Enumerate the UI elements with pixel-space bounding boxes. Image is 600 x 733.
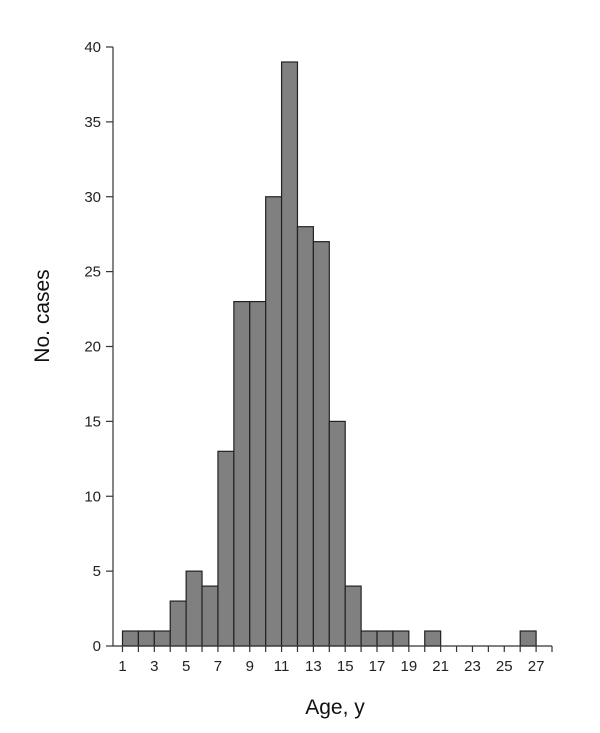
bar-age-1 <box>121 630 140 647</box>
x-tick-label: 25 <box>496 658 513 675</box>
y-tick-label: 10 <box>84 488 101 505</box>
bar-age-14 <box>328 420 346 647</box>
x-tick-label: 15 <box>337 658 354 675</box>
x-tick-label: 1 <box>118 658 126 675</box>
y-tick-label: 0 <box>93 638 101 655</box>
x-tick-label: 11 <box>274 658 290 675</box>
bar-age-10 <box>265 196 283 647</box>
bar-age-17 <box>376 630 394 647</box>
y-tick-label: 15 <box>84 413 101 430</box>
x-tick-label: 5 <box>182 658 190 675</box>
bar-age-3 <box>153 630 171 647</box>
bar-age-4 <box>169 600 187 647</box>
bar-age-20 <box>424 630 442 647</box>
x-tick-label: 21 <box>432 658 449 675</box>
x-axis-title: Age, y <box>305 696 365 719</box>
x-tick-label: 7 <box>214 658 222 675</box>
bar-age-2 <box>137 630 155 647</box>
bar-age-9 <box>249 300 267 647</box>
bar-age-16 <box>360 630 378 647</box>
x-tick-label: 9 <box>246 658 254 675</box>
y-tick-label: 35 <box>84 114 101 131</box>
x-tick-label: 17 <box>369 658 386 675</box>
x-tick-label: 3 <box>150 658 158 675</box>
y-tick-label: 30 <box>84 189 101 206</box>
y-tick-label: 40 <box>84 39 101 56</box>
x-tick-label: 27 <box>528 658 545 675</box>
bar-age-6 <box>201 585 219 647</box>
bars-group <box>121 61 537 647</box>
bar-age-11 <box>280 61 299 647</box>
y-tick-label: 5 <box>93 563 101 580</box>
y-axis-title: No. cases <box>31 269 54 362</box>
bar-age-5 <box>185 570 203 647</box>
x-tick-label: 13 <box>305 658 322 675</box>
bar-age-12 <box>296 226 314 647</box>
bar-age-7 <box>217 450 235 647</box>
x-tick-label: 23 <box>464 658 481 675</box>
y-tick-label: 20 <box>84 339 101 356</box>
bar-age-8 <box>233 300 251 647</box>
bar-age-13 <box>312 241 330 647</box>
bar-age-26 <box>519 630 537 647</box>
bar-age-15 <box>344 585 362 647</box>
y-axis-ticks: 0 5 10 15 20 25 30 35 40 <box>84 39 113 655</box>
x-tick-label: 19 <box>400 658 417 675</box>
x-axis-ticks: 1 3 5 7 9 11 13 15 17 19 21 23 25 27 <box>118 646 553 675</box>
y-tick-label: 25 <box>84 264 101 281</box>
bar-age-18 <box>392 630 410 647</box>
